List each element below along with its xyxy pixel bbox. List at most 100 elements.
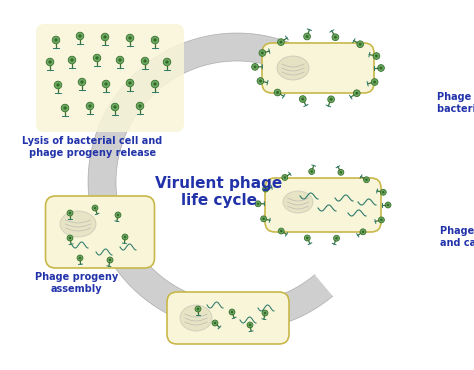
Circle shape xyxy=(373,53,380,59)
Circle shape xyxy=(261,216,266,222)
Circle shape xyxy=(136,102,144,110)
Circle shape xyxy=(332,34,339,41)
Circle shape xyxy=(378,65,384,71)
Circle shape xyxy=(165,60,169,64)
Circle shape xyxy=(103,36,107,38)
Circle shape xyxy=(54,81,62,89)
Circle shape xyxy=(340,171,342,174)
Text: Phage DNA injectio
and capsid releas: Phage DNA injectio and capsid releas xyxy=(440,226,474,248)
Circle shape xyxy=(278,39,284,46)
Circle shape xyxy=(262,310,268,316)
FancyBboxPatch shape xyxy=(46,196,155,268)
Circle shape xyxy=(151,80,159,88)
FancyBboxPatch shape xyxy=(265,178,381,232)
Circle shape xyxy=(48,60,52,64)
Circle shape xyxy=(280,230,283,232)
Circle shape xyxy=(380,67,383,70)
Circle shape xyxy=(380,189,386,195)
Circle shape xyxy=(274,89,281,96)
Circle shape xyxy=(338,169,344,175)
Circle shape xyxy=(126,79,134,87)
Circle shape xyxy=(387,204,389,206)
Circle shape xyxy=(278,228,284,234)
Circle shape xyxy=(306,35,309,38)
Text: Phage progeny
assembly: Phage progeny assembly xyxy=(35,272,118,294)
Circle shape xyxy=(249,324,251,326)
Circle shape xyxy=(364,177,369,183)
Circle shape xyxy=(92,205,98,211)
Circle shape xyxy=(69,212,71,214)
Circle shape xyxy=(280,41,283,44)
Circle shape xyxy=(310,170,313,173)
Circle shape xyxy=(67,210,73,216)
Ellipse shape xyxy=(283,191,313,213)
Polygon shape xyxy=(88,33,333,331)
Text: Phage binding
bacterial host c: Phage binding bacterial host c xyxy=(437,92,474,114)
Circle shape xyxy=(94,207,96,209)
Circle shape xyxy=(263,186,269,192)
Circle shape xyxy=(154,83,156,85)
Circle shape xyxy=(212,320,218,326)
Circle shape xyxy=(259,50,266,56)
Circle shape xyxy=(261,51,264,54)
Circle shape xyxy=(334,36,337,39)
Circle shape xyxy=(107,257,113,263)
Circle shape xyxy=(356,92,358,95)
Circle shape xyxy=(252,64,258,70)
Circle shape xyxy=(138,104,142,108)
Text: Virulent phage
life cycle: Virulent phage life cycle xyxy=(155,176,283,208)
Circle shape xyxy=(282,175,288,181)
Circle shape xyxy=(380,219,383,221)
Circle shape xyxy=(378,217,384,223)
Circle shape xyxy=(76,32,84,40)
Circle shape xyxy=(229,309,235,315)
Circle shape xyxy=(46,58,54,66)
Circle shape xyxy=(77,255,83,261)
Circle shape xyxy=(113,105,117,109)
Circle shape xyxy=(109,259,111,261)
Circle shape xyxy=(264,312,266,314)
Circle shape xyxy=(354,90,360,97)
Circle shape xyxy=(329,98,333,101)
Circle shape xyxy=(95,56,99,60)
Circle shape xyxy=(214,322,216,324)
Circle shape xyxy=(111,103,119,111)
Ellipse shape xyxy=(180,305,212,331)
Circle shape xyxy=(104,83,108,85)
Circle shape xyxy=(79,257,81,259)
Circle shape xyxy=(259,80,262,83)
Circle shape xyxy=(360,229,366,235)
FancyBboxPatch shape xyxy=(262,43,374,93)
Circle shape xyxy=(68,56,76,64)
Circle shape xyxy=(328,96,335,102)
Circle shape xyxy=(151,36,159,44)
Ellipse shape xyxy=(60,211,96,237)
Circle shape xyxy=(300,96,306,102)
Circle shape xyxy=(373,81,376,84)
Circle shape xyxy=(70,58,73,62)
Circle shape xyxy=(362,231,365,233)
Polygon shape xyxy=(286,43,324,78)
Circle shape xyxy=(116,56,124,64)
Circle shape xyxy=(163,58,171,66)
Circle shape xyxy=(101,33,109,41)
Circle shape xyxy=(257,78,264,84)
FancyBboxPatch shape xyxy=(167,292,289,344)
Circle shape xyxy=(69,237,71,239)
Circle shape xyxy=(64,107,67,110)
Circle shape xyxy=(385,202,391,208)
Circle shape xyxy=(335,237,338,239)
Text: Lysis of bacterial cell and
phage progeny release: Lysis of bacterial cell and phage progen… xyxy=(22,136,162,158)
Circle shape xyxy=(154,38,156,41)
Circle shape xyxy=(195,306,201,312)
Circle shape xyxy=(276,91,279,94)
Circle shape xyxy=(255,201,261,207)
Circle shape xyxy=(382,191,384,194)
Circle shape xyxy=(359,43,362,46)
Circle shape xyxy=(371,79,378,85)
Circle shape xyxy=(52,36,60,44)
Circle shape xyxy=(88,104,91,108)
Circle shape xyxy=(231,311,233,313)
Circle shape xyxy=(306,237,309,239)
FancyBboxPatch shape xyxy=(36,24,184,132)
